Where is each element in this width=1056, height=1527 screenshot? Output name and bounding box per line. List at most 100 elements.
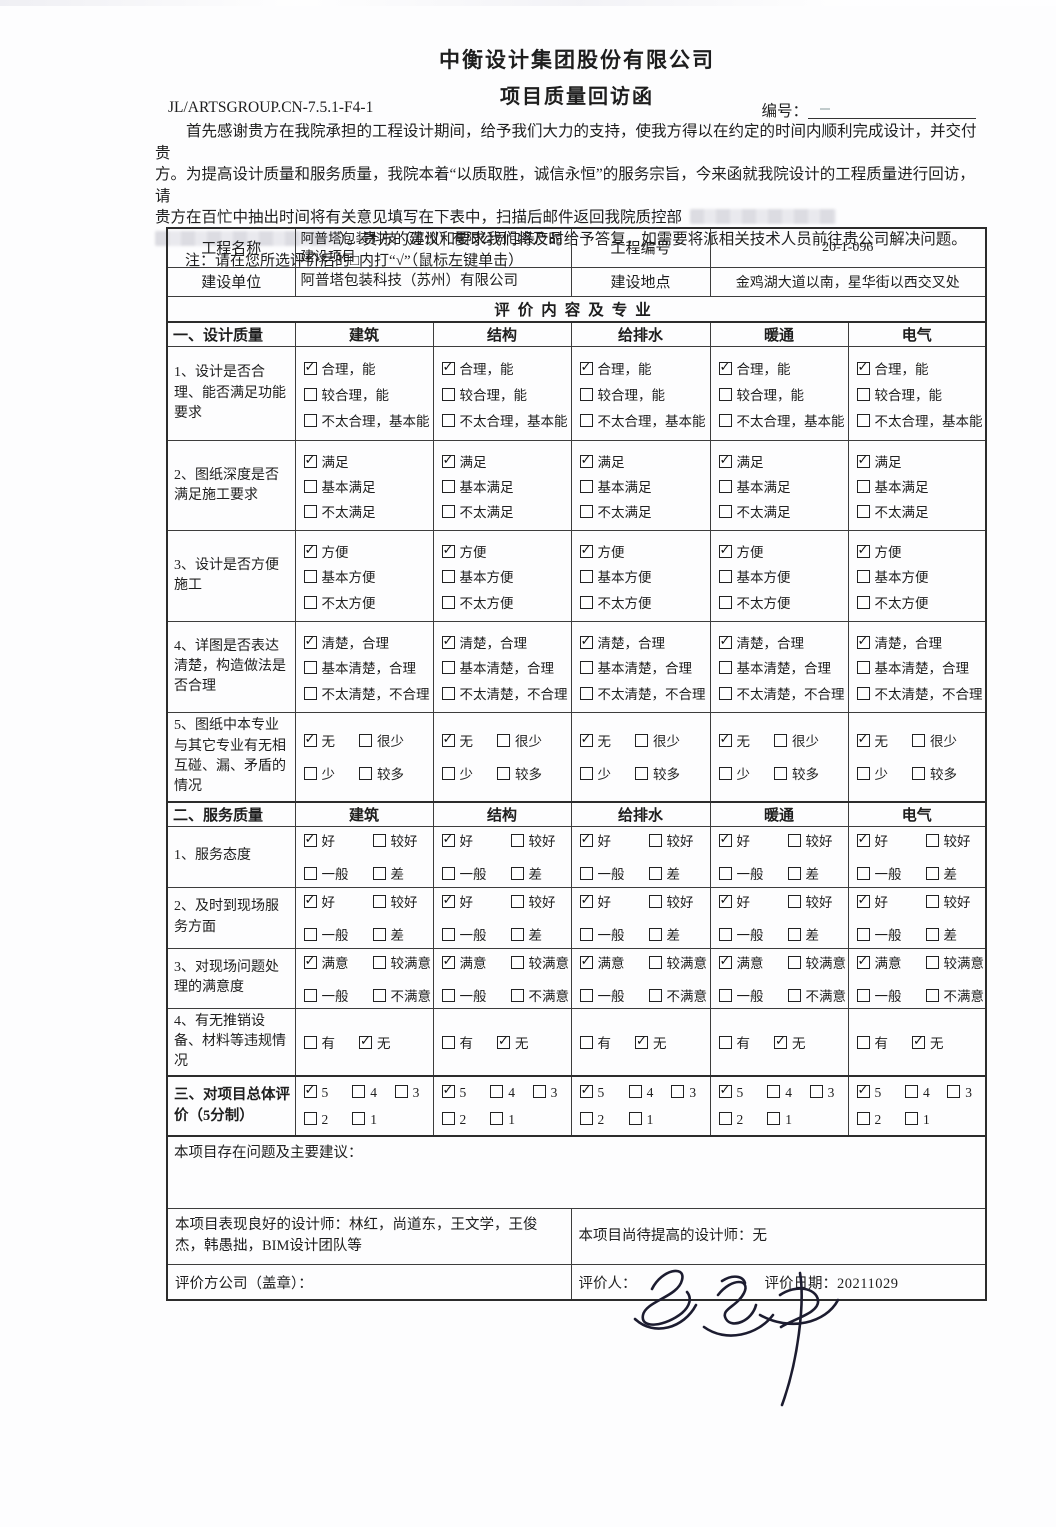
- checkbox-unchecked[interactable]: [441, 504, 455, 518]
- checkbox-unchecked[interactable]: [372, 867, 386, 881]
- checkbox-checked[interactable]: [774, 1033, 788, 1049]
- checkbox-unchecked[interactable]: [579, 867, 593, 881]
- checkbox-unchecked[interactable]: [648, 867, 662, 881]
- checkbox-checked[interactable]: [912, 1033, 926, 1049]
- checkbox-checked[interactable]: [856, 831, 870, 848]
- checkbox-checked[interactable]: [718, 542, 732, 559]
- checkbox-unchecked[interactable]: [303, 686, 317, 700]
- checkbox-checked[interactable]: [441, 633, 455, 650]
- checkbox-unchecked[interactable]: [787, 895, 801, 909]
- checkbox-unchecked[interactable]: [856, 661, 870, 675]
- checkbox-unchecked[interactable]: [635, 767, 649, 781]
- checkbox-unchecked[interactable]: [718, 387, 732, 401]
- checkbox-unchecked[interactable]: [510, 988, 524, 1002]
- checkbox-unchecked[interactable]: [579, 928, 593, 942]
- checkbox-checked[interactable]: [718, 633, 732, 650]
- checkbox-unchecked[interactable]: [372, 988, 386, 1002]
- checkbox-checked[interactable]: [441, 892, 455, 909]
- checkbox-checked[interactable]: [718, 1082, 732, 1098]
- checkbox-unchecked[interactable]: [671, 1084, 685, 1098]
- checkbox-unchecked[interactable]: [441, 570, 455, 584]
- checkbox-checked[interactable]: [856, 731, 870, 748]
- checkbox-unchecked[interactable]: [856, 479, 870, 493]
- checkbox-unchecked[interactable]: [925, 834, 939, 848]
- checkbox-checked[interactable]: [856, 633, 870, 650]
- checkbox-unchecked[interactable]: [510, 867, 524, 881]
- checkbox-checked[interactable]: [856, 542, 870, 559]
- checkbox-checked[interactable]: [441, 1082, 455, 1098]
- checkbox-checked[interactable]: [856, 892, 870, 909]
- checkbox-checked[interactable]: [303, 1082, 317, 1098]
- checkbox-unchecked[interactable]: [497, 767, 510, 781]
- checkbox-unchecked[interactable]: [303, 1111, 317, 1125]
- checkbox-checked[interactable]: [579, 633, 593, 650]
- checkbox-unchecked[interactable]: [718, 595, 732, 609]
- checkbox-unchecked[interactable]: [628, 1111, 642, 1125]
- checkbox-unchecked[interactable]: [510, 895, 524, 909]
- checkbox-unchecked[interactable]: [303, 413, 317, 427]
- checkbox-unchecked[interactable]: [648, 834, 662, 848]
- checkbox-unchecked[interactable]: [648, 928, 662, 942]
- checkbox-checked[interactable]: [303, 452, 317, 468]
- checkbox-unchecked[interactable]: [372, 834, 386, 848]
- checkbox-unchecked[interactable]: [579, 413, 593, 427]
- checkbox-checked[interactable]: [441, 359, 455, 375]
- checkbox-checked[interactable]: [718, 953, 732, 969]
- checkbox-unchecked[interactable]: [787, 834, 801, 848]
- checkbox-unchecked[interactable]: [856, 595, 870, 609]
- checkbox-unchecked[interactable]: [718, 413, 732, 427]
- checkbox-unchecked[interactable]: [441, 413, 455, 427]
- checkbox-unchecked[interactable]: [856, 988, 870, 1002]
- checkbox-checked[interactable]: [579, 359, 593, 375]
- checkbox-unchecked[interactable]: [303, 867, 317, 881]
- checkbox-unchecked[interactable]: [359, 734, 372, 748]
- checkbox-unchecked[interactable]: [856, 1111, 870, 1125]
- checkbox-unchecked[interactable]: [490, 1084, 504, 1098]
- checkbox-unchecked[interactable]: [787, 955, 801, 969]
- checkbox-unchecked[interactable]: [579, 595, 593, 609]
- checkbox-unchecked[interactable]: [718, 479, 732, 493]
- checkbox-checked[interactable]: [718, 731, 732, 748]
- checkbox-checked[interactable]: [579, 831, 593, 848]
- checkbox-unchecked[interactable]: [767, 1111, 781, 1125]
- checkbox-unchecked[interactable]: [490, 1111, 504, 1125]
- checkbox-unchecked[interactable]: [441, 988, 455, 1002]
- checkbox-unchecked[interactable]: [303, 570, 317, 584]
- checkbox-unchecked[interactable]: [579, 1035, 593, 1049]
- checkbox-unchecked[interactable]: [352, 1084, 366, 1098]
- checkbox-unchecked[interactable]: [441, 767, 455, 781]
- checkbox-unchecked[interactable]: [905, 1111, 919, 1125]
- checkbox-unchecked[interactable]: [510, 955, 524, 969]
- checkbox-unchecked[interactable]: [510, 928, 524, 942]
- checkbox-unchecked[interactable]: [303, 1035, 317, 1049]
- checkbox-checked[interactable]: [856, 452, 870, 468]
- checkbox-unchecked[interactable]: [856, 1035, 870, 1049]
- checkbox-unchecked[interactable]: [856, 504, 870, 518]
- checkbox-unchecked[interactable]: [579, 686, 593, 700]
- checkbox-unchecked[interactable]: [441, 387, 455, 401]
- checkbox-unchecked[interactable]: [579, 661, 593, 675]
- checkbox-unchecked[interactable]: [718, 570, 732, 584]
- checkbox-checked[interactable]: [441, 542, 455, 559]
- checkbox-unchecked[interactable]: [856, 387, 870, 401]
- checkbox-unchecked[interactable]: [856, 686, 870, 700]
- checkbox-checked[interactable]: [718, 892, 732, 909]
- checkbox-unchecked[interactable]: [856, 767, 870, 781]
- checkbox-checked[interactable]: [718, 831, 732, 848]
- checkbox-checked[interactable]: [718, 359, 732, 375]
- checkbox-unchecked[interactable]: [579, 1111, 593, 1125]
- checkbox-unchecked[interactable]: [441, 686, 455, 700]
- checkbox-checked[interactable]: [441, 731, 455, 748]
- checkbox-unchecked[interactable]: [925, 895, 939, 909]
- checkbox-unchecked[interactable]: [718, 1111, 732, 1125]
- checkbox-unchecked[interactable]: [635, 734, 649, 748]
- checkbox-checked[interactable]: [303, 831, 317, 848]
- checkbox-checked[interactable]: [579, 892, 593, 909]
- checkbox-checked[interactable]: [303, 542, 317, 559]
- checkbox-unchecked[interactable]: [372, 928, 386, 942]
- checkbox-unchecked[interactable]: [359, 767, 372, 781]
- checkbox-unchecked[interactable]: [648, 988, 662, 1002]
- checkbox-checked[interactable]: [441, 831, 455, 848]
- checkbox-unchecked[interactable]: [905, 1084, 919, 1098]
- checkbox-unchecked[interactable]: [372, 955, 386, 969]
